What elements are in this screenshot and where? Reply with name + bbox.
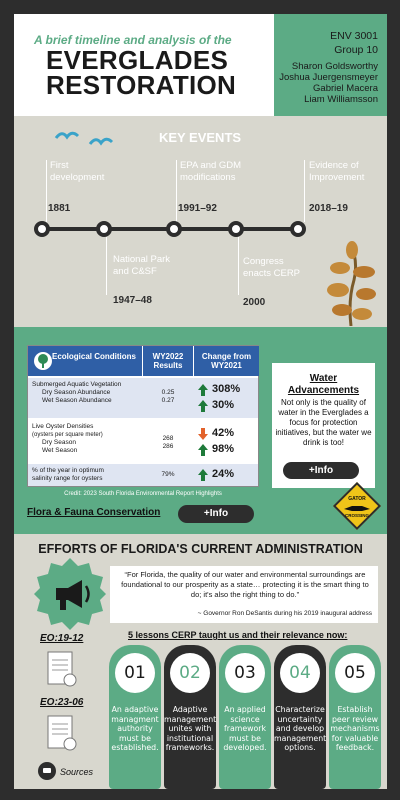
table-header-results: WY2022 Results [143, 346, 193, 376]
table-cell: Dry Season Abundance [42, 389, 111, 396]
down-arrow-icon [198, 427, 208, 445]
flora-fauna-link[interactable]: Flora & Fauna Conservation [27, 507, 161, 518]
lessons-title: 5 lessons CERP taught us and their relev… [128, 630, 348, 640]
header-info-panel [274, 14, 387, 116]
table-cell: Wet Season [42, 447, 78, 454]
timeline-connector [238, 237, 239, 295]
author: Sharon Goldsworthy [291, 61, 378, 72]
up-arrow-icon [198, 468, 208, 486]
lesson-number: 05 [335, 653, 375, 693]
lesson-text: Adaptive management unites with institut… [164, 705, 217, 752]
author: Gabriel Macera [313, 83, 378, 94]
author: Liam Williamsson [304, 94, 378, 105]
lesson-text: An adaptive managment authority must be … [111, 705, 159, 752]
table-cell: 0.25 [161, 389, 175, 396]
up-arrow-icon [198, 383, 208, 401]
event-year: 1947–48 [113, 295, 152, 306]
change-value: 42% [212, 427, 235, 439]
event-label: EPA and GDM modifications [180, 160, 242, 183]
change-value: 98% [212, 443, 235, 455]
change-value: 30% [212, 399, 235, 411]
ecological-table: Ecological Conditions WY2022 Results Cha… [27, 345, 259, 487]
timeline-dot [290, 221, 306, 237]
author: Joshua Juergensmeyer [279, 72, 378, 83]
table-cell: 0.27 [161, 397, 175, 404]
quote-box [110, 566, 378, 623]
table-cell: 286 [162, 443, 174, 450]
change-value: 24% [212, 468, 235, 480]
timeline-dot [228, 221, 244, 237]
chat-icon[interactable] [38, 762, 56, 780]
up-arrow-icon [198, 399, 208, 417]
timeline-title: KEY EVENTS [158, 130, 242, 145]
lesson-number: 03 [225, 653, 265, 693]
timeline-dot [34, 221, 50, 237]
gator-sign-text: CROSSING [344, 513, 369, 518]
event-year: 1881 [48, 203, 71, 214]
change-value: 308% [212, 383, 241, 395]
governor-quote: “For Florida, the quality of our water a… [121, 570, 369, 599]
executive-order-link[interactable]: EO:19-12 [40, 633, 84, 644]
table-cell: (oysters per square meter) [32, 432, 103, 438]
gator-sign-text: GATOR [348, 496, 366, 502]
table-row [28, 464, 258, 486]
timeline-connector [106, 237, 107, 295]
timeline-section [14, 116, 387, 327]
water-info-button[interactable]: +Info [283, 462, 359, 479]
lesson-number: 04 [280, 653, 320, 693]
table-cell: 268 [162, 435, 174, 442]
event-year: 1991–92 [178, 203, 217, 214]
table-row [28, 420, 258, 462]
table-credit: Credit: 2023 South Florida Environmental… [64, 491, 222, 497]
flora-info-button[interactable]: +Info [178, 505, 254, 523]
seaweed-icon [327, 241, 376, 326]
table-cell: Dry Season [42, 439, 76, 446]
timeline-connector [176, 160, 177, 222]
event-label: Congress enacts CERP [243, 256, 301, 279]
lesson-text: Characterize uncertainty and develop man… [274, 705, 327, 752]
header-panel [14, 14, 274, 116]
table-cell: salinity range for oysters [32, 475, 103, 482]
timeline-dot [96, 221, 112, 237]
timeline-connector [46, 160, 47, 222]
event-year: 2018–19 [309, 203, 348, 214]
group-name: Group 10 [334, 44, 378, 56]
document-icon [47, 651, 77, 687]
tree-icon [34, 352, 52, 370]
course-code: ENV 3001 [330, 30, 378, 42]
document-icon [47, 715, 77, 751]
page-title: EVERGLADES RESTORATION [46, 45, 266, 100]
table-cell: Live Oyster Densities [32, 423, 94, 430]
sources-link[interactable]: Sources [60, 767, 94, 777]
lesson-number: 02 [170, 653, 210, 693]
title-line-2: RESTORATION [46, 70, 237, 100]
lesson-number: 01 [115, 653, 155, 693]
timeline-connector [304, 160, 305, 222]
water-title: Water Advancements [287, 373, 360, 396]
lesson-text: Establish peer review mechanisms for val… [330, 705, 380, 752]
header-subtitle: A brief timeline and analysis of the [34, 33, 232, 47]
event-year: 2000 [243, 297, 266, 308]
up-arrow-icon [198, 443, 208, 461]
event-label: First development [50, 160, 105, 183]
quote-citation: ~ Governor Ron DeSantis during his 2019 … [197, 610, 372, 617]
birds-icon [54, 131, 114, 146]
table-cell: 79% [161, 471, 175, 478]
timeline-dot [166, 221, 182, 237]
efforts-title: EFFORTS OF FLORIDA'S CURRENT ADMINISTRAT… [38, 542, 363, 556]
event-label: Evidence of Improvement [309, 160, 365, 183]
event-label: National Park and C&SF [113, 254, 171, 277]
lesson-text: An applied science framework must be dev… [223, 705, 267, 752]
table-row [28, 378, 258, 418]
table-cell: % of the year in optimum [32, 467, 104, 474]
title-line-1: EVERGLADES [46, 45, 229, 75]
alligator-icon [344, 506, 370, 511]
table-cell: Submerged Aquatic Vegetation [32, 381, 122, 388]
water-description: Not only is the quality of water in the … [275, 398, 372, 447]
table-header-change: Change from WY2021 [194, 346, 259, 376]
executive-order-link[interactable]: EO:23-06 [40, 697, 84, 708]
table-cell: Wet Season Abundance [42, 397, 112, 404]
megaphone-badge-icon [34, 558, 106, 630]
